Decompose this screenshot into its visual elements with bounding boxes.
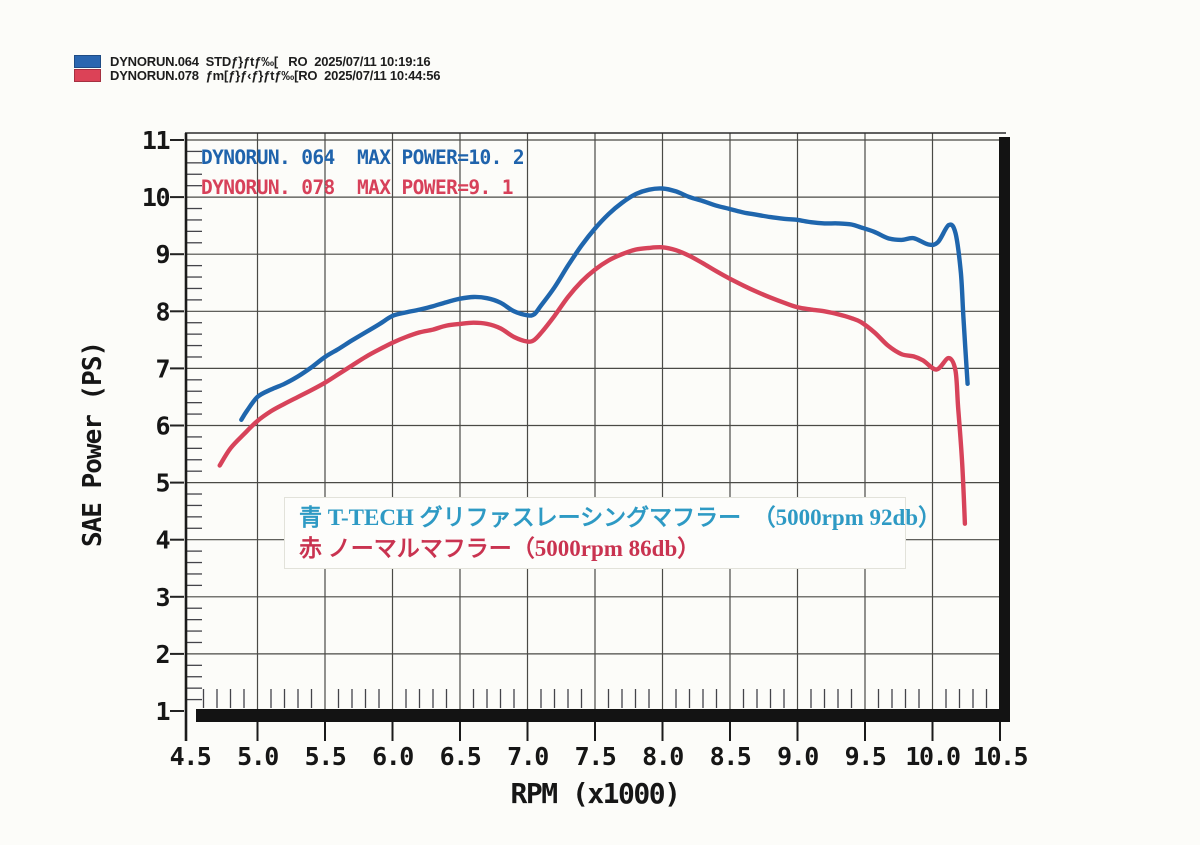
y-tick-label: 5: [155, 469, 169, 498]
y-tick-label: 2: [155, 640, 169, 669]
power-curve-DYNORUN.078: [217, 245, 968, 526]
y-tick-label: 7: [155, 354, 169, 383]
x-tick-label: 8.0: [642, 742, 683, 771]
y-tick-label: 6: [155, 412, 169, 441]
x-tick-label: 9.0: [777, 742, 818, 771]
x-axis-title: RPM (x1000): [510, 777, 681, 810]
run-078-legend-text: DYNORUN.078 ƒm[ƒ}ƒ‹ƒ}ƒtƒ‰[RO 2025/07/11 …: [110, 67, 441, 83]
run-078-color-swatch: [74, 68, 101, 82]
max-power-legend: DYNORUN. 064 MAX POWER=10. 2 DYNORUN. 07…: [201, 143, 525, 203]
x-tick-label: 8.5: [710, 742, 751, 771]
annotation-line-blue: 青 T-TECH グリファスレーシングマフラー （5000rpm 92db）: [299, 505, 942, 530]
x-tick-label: 6.5: [440, 742, 481, 771]
muffler-annotation-box: 青 T-TECH グリファスレーシングマフラー （5000rpm 92db） 赤…: [284, 497, 942, 569]
x-tick-label: 9.5: [845, 742, 886, 771]
power-curve-DYNORUN.064: [239, 186, 970, 422]
y-tick-label: 4: [155, 526, 169, 555]
x-tick-label: 5.0: [237, 742, 278, 771]
y-tick-label: 9: [155, 240, 169, 269]
run-legend-row-064: DYNORUN.064 STDƒ}ƒtƒ‰[ RO 2025/07/11 10:…: [74, 53, 440, 69]
run-064-legend-text: DYNORUN.064 STDƒ}ƒtƒ‰[ RO 2025/07/11 10:…: [110, 53, 431, 69]
y-axis-title: SAE Power (PS): [78, 341, 108, 547]
annotation-line-red: 赤 ノーマルマフラー（5000rpm 86db）: [299, 536, 701, 561]
run-legend: DYNORUN.064 STDƒ}ƒtƒ‰[ RO 2025/07/11 10:…: [74, 53, 441, 83]
y-tick-label: 11: [142, 126, 170, 155]
y-tick-label: 3: [155, 583, 169, 612]
run-064-color-swatch: [74, 54, 101, 68]
x-tick-label: 6.0: [372, 742, 413, 771]
plot-right-border: [999, 137, 1010, 722]
x-tick-label: 5.5: [305, 742, 346, 771]
y-tick-label: 8: [155, 297, 169, 326]
max-power-legend-line-078: DYNORUN. 078 MAX POWER=9. 1: [201, 176, 514, 199]
y-tick-label: 1: [155, 697, 169, 726]
x-tick-label: 10.0: [905, 742, 960, 771]
x-axis-bar: [196, 709, 1010, 722]
y-tick-label: 10: [142, 183, 170, 212]
x-tick-label: 4.5: [170, 742, 211, 771]
x-tick-label: 7.0: [507, 742, 548, 771]
x-tick-label: 10.5: [973, 742, 1028, 771]
x-tick-label: 7.5: [575, 742, 616, 771]
run-legend-row-078: DYNORUN.078 ƒm[ƒ}ƒ‹ƒ}ƒtƒ‰[RO 2025/07/11 …: [74, 67, 441, 83]
max-power-legend-line-064: DYNORUN. 064 MAX POWER=10. 2: [201, 146, 525, 169]
